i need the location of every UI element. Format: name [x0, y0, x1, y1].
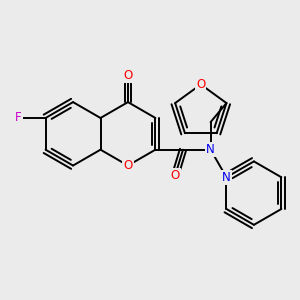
Text: N: N: [206, 143, 215, 156]
Text: O: O: [196, 78, 206, 91]
Text: O: O: [123, 159, 133, 172]
Text: O: O: [123, 69, 133, 82]
Text: O: O: [170, 169, 180, 182]
Text: N: N: [222, 171, 231, 184]
Text: F: F: [15, 112, 22, 124]
